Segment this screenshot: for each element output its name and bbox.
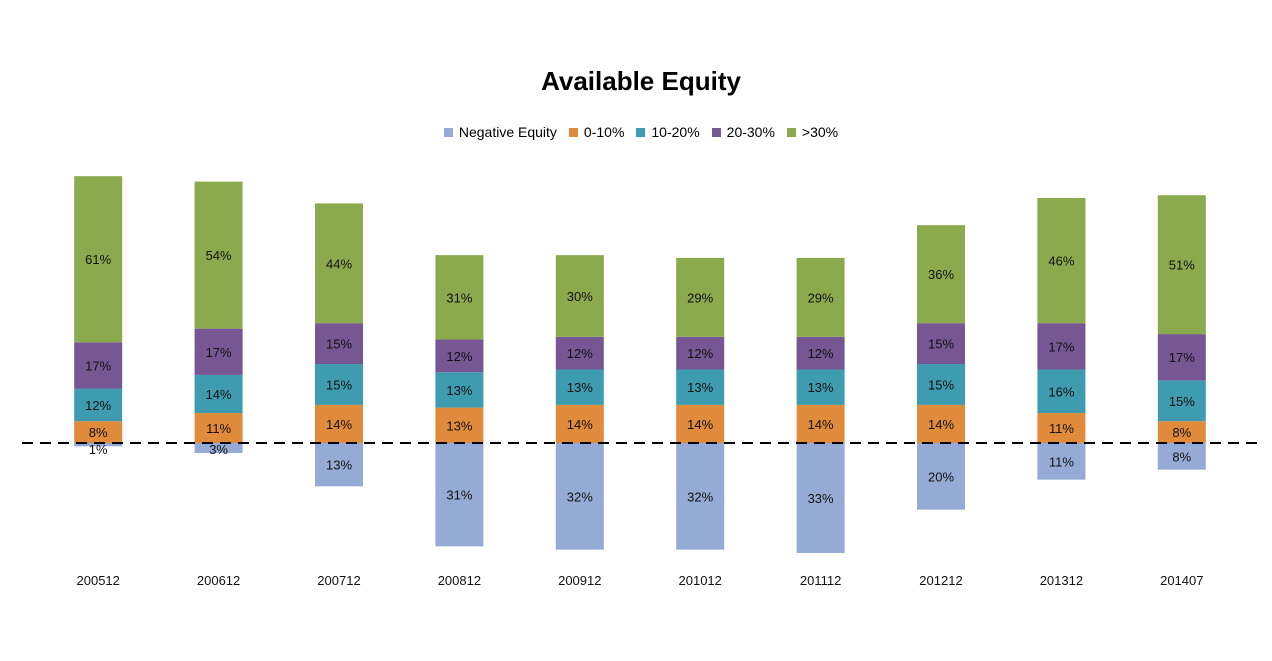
data-label: 13% [687,380,713,395]
data-label: 14% [808,417,834,432]
bar-chart-plot: 1% 8% 12% 17% 61% 200512 3% 11% 14% 17% 54% 200612 1… [0,0,1272,661]
x-tick-label: 200912 [558,573,601,588]
x-tick-label: 201407 [1160,573,1203,588]
x-tick-label: 200812 [438,573,481,588]
data-label: 17% [85,358,111,373]
data-label: 31% [446,290,472,305]
data-label: 12% [687,346,713,361]
x-tick-label: 201012 [679,573,722,588]
data-label: 17% [1169,350,1195,365]
data-label: 1% [89,442,108,457]
data-label: 8% [89,425,108,440]
data-label: 46% [1048,254,1074,269]
data-label: 29% [808,290,834,305]
data-label: 13% [808,380,834,395]
data-label: 20% [928,469,954,484]
data-label: 14% [326,417,352,432]
data-label: 13% [326,458,352,473]
x-tick-label: 201312 [1040,573,1083,588]
data-label: 36% [928,267,954,282]
data-label: 30% [567,289,593,304]
data-label: 14% [567,417,593,432]
data-label: 12% [446,349,472,364]
data-label: 32% [687,489,713,504]
data-label: 15% [326,377,352,392]
data-label: 15% [928,377,954,392]
data-label: 14% [687,417,713,432]
data-label: 54% [206,248,232,263]
x-tick-label: 201112 [800,573,841,588]
data-label: 11% [1049,454,1074,469]
data-label: 14% [206,387,232,402]
data-label: 12% [567,346,593,361]
data-label: 15% [1169,394,1195,409]
data-label: 31% [446,488,472,503]
data-label: 13% [446,383,472,398]
data-label: 12% [85,398,111,413]
data-label: 16% [1048,384,1074,399]
x-tick-label: 200612 [197,573,240,588]
data-label: 13% [567,380,593,395]
data-label: 17% [206,345,232,360]
data-label: 8% [1172,449,1191,464]
data-label: 15% [326,337,352,352]
data-label: 11% [206,421,231,436]
x-tick-label: 200712 [317,573,360,588]
data-label: 8% [1172,425,1191,440]
data-label: 32% [567,489,593,504]
data-label: 11% [1049,421,1074,436]
data-label: 61% [85,252,111,267]
data-label: 3% [209,442,228,457]
data-label: 33% [808,491,834,506]
data-label: 15% [928,337,954,352]
x-tick-label: 201212 [919,573,962,588]
data-label: 44% [326,256,352,271]
data-label: 17% [1048,339,1074,354]
data-label: 29% [687,290,713,305]
x-tick-label: 200512 [77,573,120,588]
data-label: 14% [928,417,954,432]
data-label: 51% [1169,258,1195,273]
data-label: 13% [446,418,472,433]
data-label: 12% [808,346,834,361]
